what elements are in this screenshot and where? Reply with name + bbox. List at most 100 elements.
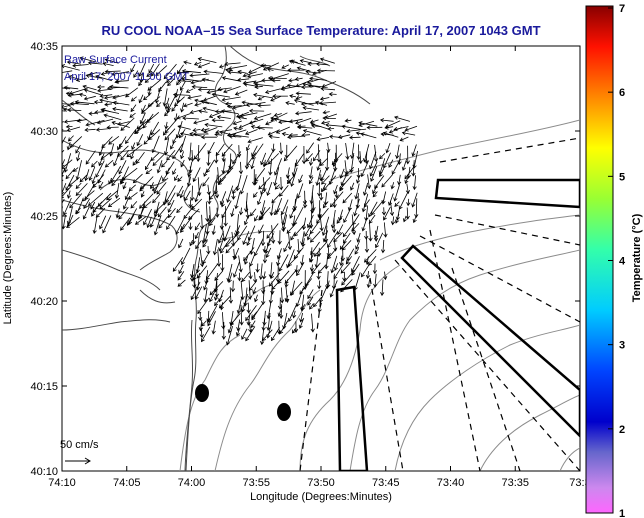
current-vector bbox=[313, 149, 321, 162]
current-vector bbox=[75, 145, 81, 154]
current-vector bbox=[362, 182, 369, 196]
current-vector bbox=[96, 118, 114, 125]
current-vector bbox=[285, 101, 295, 106]
current-vector bbox=[118, 160, 127, 175]
current-vector bbox=[181, 77, 202, 82]
current-vector bbox=[235, 328, 240, 337]
x-tick-label: 73:40 bbox=[437, 477, 465, 489]
current-vector bbox=[62, 103, 71, 105]
current-vector bbox=[177, 271, 185, 281]
current-vector bbox=[370, 166, 378, 182]
current-vector bbox=[224, 101, 232, 106]
current-vector bbox=[247, 137, 263, 144]
current-vector bbox=[245, 326, 256, 342]
current-vector bbox=[309, 230, 321, 243]
current-vector bbox=[243, 255, 249, 265]
current-vector bbox=[273, 112, 282, 117]
current-vector bbox=[366, 279, 371, 289]
current-vector bbox=[167, 208, 176, 219]
current-vector bbox=[266, 181, 273, 197]
x-tick-label: 73:50 bbox=[307, 477, 335, 489]
current-vector bbox=[109, 84, 129, 89]
current-vector bbox=[286, 222, 297, 234]
current-vector bbox=[132, 158, 138, 166]
current-vector bbox=[181, 68, 201, 74]
current-vector bbox=[178, 265, 184, 275]
current-vector bbox=[245, 102, 266, 107]
current-vector bbox=[233, 126, 242, 131]
current-vector bbox=[361, 193, 369, 213]
current-vector bbox=[200, 127, 210, 132]
current-vector bbox=[302, 105, 319, 111]
current-vector bbox=[230, 208, 235, 218]
current-vector bbox=[221, 96, 241, 102]
current-vector bbox=[298, 317, 305, 329]
current-vector bbox=[309, 254, 314, 263]
current-vector bbox=[251, 311, 258, 319]
current-vector bbox=[294, 76, 303, 82]
current-vector bbox=[262, 246, 267, 253]
current-vector bbox=[283, 241, 290, 253]
current-vector bbox=[350, 182, 355, 191]
current-vector bbox=[301, 132, 311, 138]
current-vector bbox=[337, 224, 344, 235]
current-vector bbox=[344, 160, 349, 175]
current-vector bbox=[239, 304, 244, 326]
current-vector bbox=[270, 95, 282, 102]
current-vector bbox=[199, 214, 205, 230]
current-vector bbox=[223, 225, 231, 242]
current-vector bbox=[232, 261, 240, 278]
current-vector bbox=[260, 152, 267, 166]
current-vector bbox=[328, 92, 337, 97]
current-vector bbox=[189, 132, 202, 137]
current-vector bbox=[334, 263, 339, 271]
current-vector bbox=[269, 201, 274, 216]
current-vector bbox=[292, 310, 297, 319]
current-vector bbox=[404, 125, 418, 132]
chart-title: RU COOL NOAA–15 Sea Surface Temperature:… bbox=[101, 23, 540, 38]
current-vector bbox=[130, 201, 138, 209]
current-vector bbox=[318, 174, 323, 182]
current-vector bbox=[395, 144, 400, 160]
current-vector bbox=[299, 312, 304, 323]
current-vector bbox=[130, 96, 137, 102]
current-vector bbox=[72, 63, 89, 68]
current-vector bbox=[262, 254, 268, 264]
current-vector bbox=[380, 279, 385, 297]
current-vector bbox=[273, 167, 280, 187]
current-vector bbox=[411, 192, 418, 208]
current-vector bbox=[341, 240, 352, 251]
colorbar-tick-label: 6 bbox=[619, 87, 625, 99]
current-vector bbox=[390, 182, 395, 190]
current-vector bbox=[133, 70, 139, 78]
coastline bbox=[62, 46, 371, 471]
current-vector bbox=[404, 176, 409, 185]
current-vector bbox=[241, 271, 251, 283]
current-vector bbox=[93, 100, 103, 105]
current-vector bbox=[95, 207, 106, 218]
current-vector bbox=[266, 312, 271, 331]
current-vector bbox=[320, 120, 330, 125]
current-vector bbox=[140, 183, 146, 190]
current-vector bbox=[226, 185, 234, 203]
current-vector bbox=[273, 208, 281, 216]
current-vector bbox=[119, 136, 127, 149]
current-vector bbox=[253, 174, 258, 186]
buoy-marker-east bbox=[277, 403, 291, 421]
current-vector bbox=[99, 198, 112, 210]
current-vector bbox=[201, 326, 211, 343]
current-vector bbox=[368, 201, 378, 218]
current-vector bbox=[257, 193, 263, 206]
current-vector bbox=[124, 190, 131, 201]
current-vector bbox=[63, 85, 79, 90]
current-vector bbox=[215, 207, 220, 218]
current-vector bbox=[194, 286, 203, 300]
current-vector bbox=[145, 168, 153, 175]
current-vector bbox=[248, 265, 253, 280]
current-vector bbox=[192, 131, 209, 137]
current-vector bbox=[394, 214, 400, 224]
current-vector bbox=[394, 201, 400, 207]
current-vector bbox=[95, 160, 105, 178]
current-vector bbox=[272, 94, 288, 99]
current-vector bbox=[383, 222, 388, 238]
